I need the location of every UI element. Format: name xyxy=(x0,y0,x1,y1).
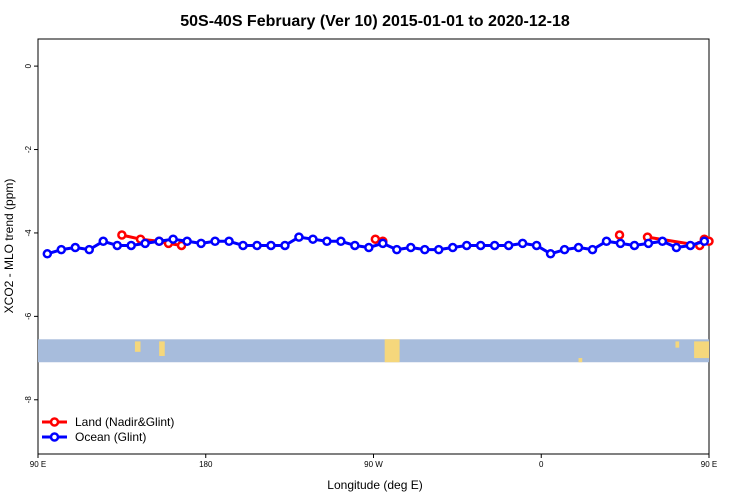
series-ocean-point xyxy=(196,238,206,249)
series-ocean-point xyxy=(378,238,388,249)
y-tick-label: -6 xyxy=(24,312,33,320)
series-ocean-point xyxy=(42,249,53,259)
series-ocean-point xyxy=(433,244,444,255)
series-ocean-point xyxy=(238,240,248,251)
series-ocean-point xyxy=(447,242,458,253)
series-ocean-point xyxy=(657,236,668,247)
series-ocean-point xyxy=(615,238,626,249)
x-tick-label: 90 E xyxy=(701,460,717,469)
x-tick-label: 90 E xyxy=(30,460,46,469)
series-ocean-point xyxy=(308,234,318,244)
series-ocean-point xyxy=(699,236,710,247)
legend-label: Ocean (Glint) xyxy=(75,430,146,444)
series-ocean-point xyxy=(420,244,430,255)
y-axis-label: XCO2 - MLO trend (ppm) xyxy=(2,179,16,314)
y-tick-label: -8 xyxy=(24,396,33,404)
map-strip xyxy=(38,339,709,363)
land-span xyxy=(134,341,141,352)
legend: Land (Nadir&Glint)Ocean (Glint) xyxy=(42,415,174,444)
land-span xyxy=(159,341,165,356)
land-span xyxy=(675,341,680,348)
legend-label: Land (Nadir&Glint) xyxy=(75,415,174,429)
series-ocean-point xyxy=(475,240,486,251)
series-ocean-point xyxy=(545,249,556,259)
x-tick-label: 180 xyxy=(199,460,213,469)
series-ocean-point xyxy=(84,244,95,255)
series-ocean-point xyxy=(573,242,584,253)
series-ocean-point xyxy=(294,232,304,242)
land-span xyxy=(384,339,400,363)
series-ocean-point xyxy=(601,236,612,247)
series-ocean-point xyxy=(350,240,360,251)
series-ocean-point xyxy=(168,234,178,244)
series-ocean-point xyxy=(559,244,570,255)
series-ocean-point xyxy=(154,236,164,247)
series-ocean-point xyxy=(517,238,528,249)
x-tick-label: 0 xyxy=(539,460,544,469)
x-axis: 90 E 180 90 W 0 90 E xyxy=(30,454,717,469)
series-ocean-point xyxy=(210,236,220,247)
series-ocean-point xyxy=(364,242,374,253)
series-land-point xyxy=(117,230,127,240)
series-ocean-point xyxy=(252,240,262,251)
series-ocean-point xyxy=(126,240,136,251)
series-ocean-point xyxy=(392,244,402,255)
legend-marker xyxy=(49,417,60,427)
land-span xyxy=(694,341,709,359)
series-ocean-point xyxy=(266,240,276,251)
y-axis: 0 -2 -4 -6 -8 xyxy=(24,63,38,403)
land-span xyxy=(578,358,583,363)
y-tick-label: -4 xyxy=(24,229,33,237)
series-land-point xyxy=(614,230,625,240)
series-ocean-point xyxy=(503,240,514,251)
series-ocean-point xyxy=(98,236,108,247)
series-ocean-point xyxy=(224,236,234,247)
series-ocean-point xyxy=(56,244,67,255)
y-tick-label: 0 xyxy=(24,63,33,68)
y-tick-label: -2 xyxy=(24,145,33,153)
legend-marker xyxy=(49,432,60,442)
series-ocean-point xyxy=(587,244,598,255)
series-ocean xyxy=(42,232,710,259)
series-layer xyxy=(42,230,714,259)
series-ocean-point xyxy=(182,236,192,247)
series-ocean-point xyxy=(489,240,500,251)
series-ocean-point xyxy=(336,236,346,247)
series-ocean-point xyxy=(140,238,150,249)
series-ocean-point xyxy=(643,238,654,249)
series-ocean-point xyxy=(322,236,332,247)
series-ocean-point xyxy=(671,242,682,253)
series-ocean-point xyxy=(461,240,472,251)
series-ocean-point xyxy=(280,240,290,251)
series-ocean-point xyxy=(406,242,416,253)
series-ocean-point xyxy=(70,242,81,253)
series-ocean-point xyxy=(629,240,640,251)
x-axis-label: Longitude (deg E) xyxy=(327,478,422,492)
series-ocean-point xyxy=(112,240,122,251)
series-land-point xyxy=(370,234,381,244)
series-ocean-point xyxy=(685,240,696,251)
ocean-band xyxy=(38,339,709,363)
x-tick-label: 90 W xyxy=(364,460,383,469)
series-ocean-point xyxy=(531,240,542,251)
chart-title: 50S-40S February (Ver 10) 2015-01-01 to … xyxy=(180,13,570,30)
